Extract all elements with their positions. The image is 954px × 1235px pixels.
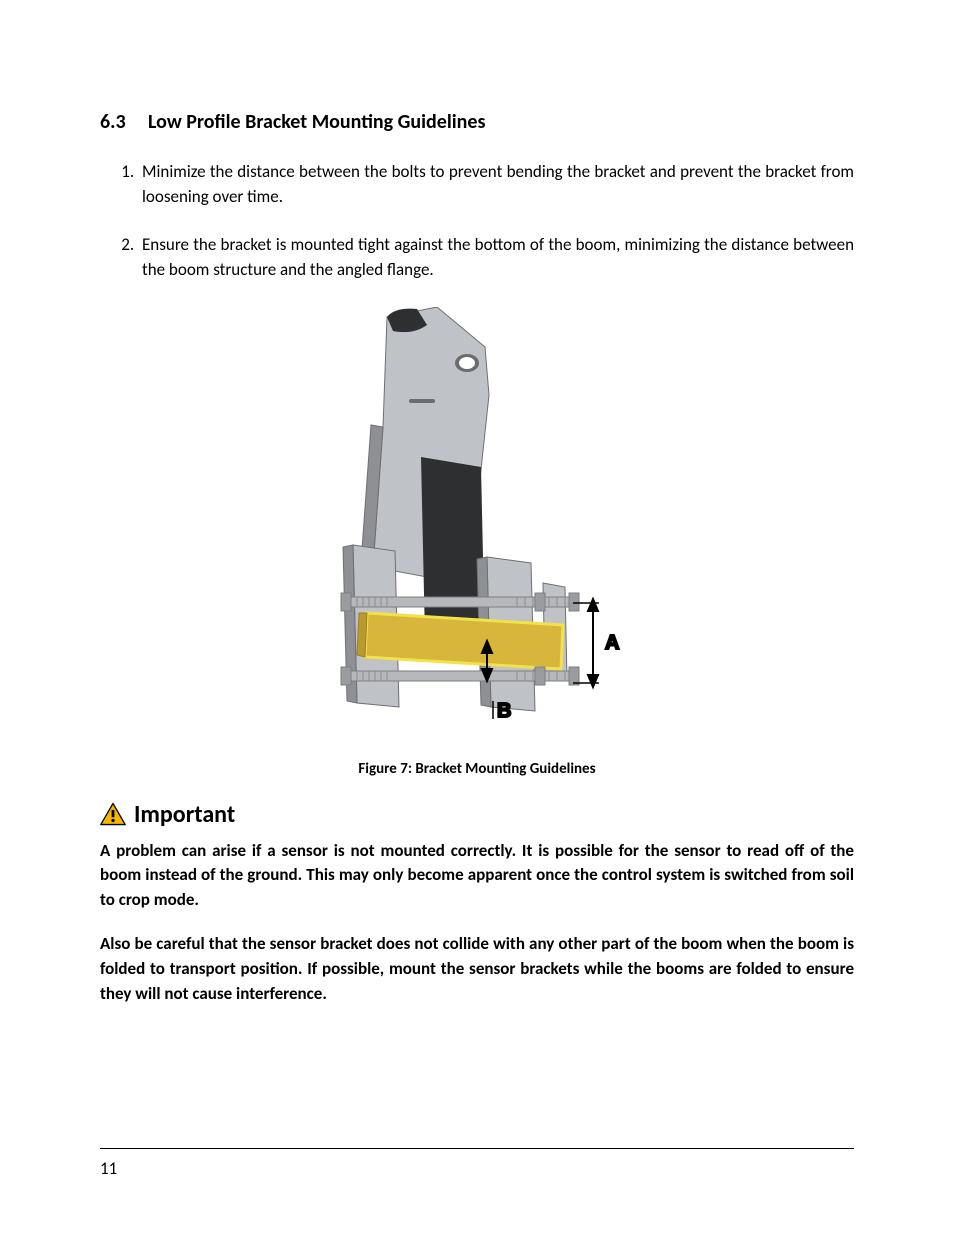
important-header: Important: [100, 800, 854, 829]
dim-a-label: A: [605, 632, 619, 654]
important-para-1: A problem can arise if a sensor is not m…: [100, 839, 854, 913]
page-number: 11: [100, 1158, 117, 1179]
section-number: 6.3: [100, 110, 148, 134]
dim-b-label: B: [497, 700, 511, 722]
guidelines-list: Minimize the distance between the bolts …: [100, 160, 854, 283]
important-block: Important A problem can arise if a senso…: [100, 800, 854, 1007]
warning-icon: [100, 802, 126, 826]
important-para-2: Also be careful that the sensor bracket …: [100, 932, 854, 1006]
figure-caption: Figure 7: Bracket Mounting Guidelines: [100, 760, 854, 778]
section-heading: 6.3Low Profile Bracket Mounting Guidelin…: [100, 110, 854, 134]
important-label: Important: [134, 800, 235, 829]
list-item: Ensure the bracket is mounted tight agai…: [138, 233, 854, 282]
footer-rule: [100, 1148, 854, 1149]
figure-container: A B Figure 7: Bracket Mounting Guideline…: [100, 307, 854, 778]
list-item: Minimize the distance between the bolts …: [138, 160, 854, 209]
bracket-diagram: A B: [317, 307, 637, 747]
section-title: Low Profile Bracket Mounting Guidelines: [148, 110, 485, 134]
